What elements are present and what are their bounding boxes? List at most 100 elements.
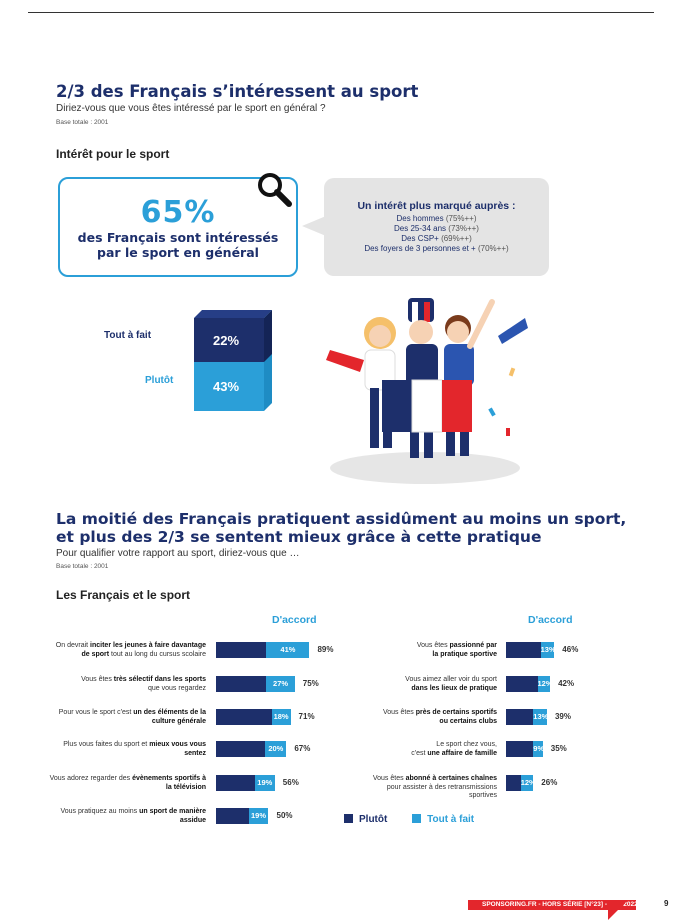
stat-line-2: par le sport en général — [97, 245, 259, 260]
chart-bar: 12% — [506, 775, 536, 791]
chart-bar: 19% — [216, 775, 275, 791]
bar-segment-tout-a-fait: 27% — [266, 676, 295, 692]
bar-segment-tout-a-fait: 19% — [254, 775, 275, 791]
bar-total-value: 75% — [302, 679, 319, 688]
bar-segment-tout-a-fait: 13% — [540, 642, 556, 658]
chart-row: Pour vous le sport c'est un des éléments… — [0, 709, 679, 725]
magnifier-icon — [258, 173, 292, 207]
chart-bar: 41% — [216, 642, 310, 658]
interest-stacked-block: 22% 43% — [194, 310, 272, 411]
chart-bar: 13% — [506, 642, 556, 658]
bar-segment-plutot — [216, 741, 266, 757]
chart-row: On devrait inciter les jeunes à faire da… — [0, 642, 679, 658]
stat-value: 65% — [140, 195, 216, 230]
speech-bubble: Un intérêt plus marqué auprès : Des homm… — [324, 178, 549, 276]
bar-segment-tout-a-fait: 9% — [533, 741, 544, 757]
chart-row-label: Vous pratiquez au moins un sport de mani… — [60, 808, 206, 824]
chart-bar: 19% — [216, 808, 269, 824]
chart-row: Vous aimez aller voir du sport dans les l… — [0, 676, 679, 692]
bubble-line: Des 25-34 ans (73%++) — [394, 224, 479, 233]
section2-title-line1: La moitié des Français pratiquent assidû… — [56, 510, 627, 528]
block-label-tout-a-fait: Tout à fait — [104, 330, 152, 341]
chart-bar: 20% — [216, 741, 287, 757]
section2-subtitle: Les Français et le sport — [56, 588, 191, 602]
bar-total-value: 42% — [558, 679, 575, 688]
chart-row-label: Vous êtes très sélectif dans les sports q… — [81, 676, 206, 692]
bar-total-value: 50% — [276, 811, 293, 820]
bar-segment-plutot — [506, 676, 538, 692]
chart-row-label: Le sport chez vous, c'est une affaire de … — [411, 741, 497, 757]
bar-segment-plutot — [506, 775, 521, 791]
chart-row-label: Pour vous le sport c'est un des éléments… — [58, 709, 206, 725]
bar-segment-plutot — [506, 709, 534, 725]
bar-segment-plutot — [216, 676, 267, 692]
chart-row-label: Vous adorez regarder des évènements spor… — [49, 775, 206, 791]
chart-bar: 18% — [216, 709, 291, 725]
bar-segment-tout-a-fait: 12% — [537, 676, 553, 692]
footer-banner-tail — [608, 900, 628, 920]
footer-banner: SPONSORING.FR - HORS SÉRIE [N°23] - ÉTÉ … — [468, 900, 638, 910]
bar-total-value: 26% — [541, 778, 558, 787]
stat-box: 65% des Français sont intéressés par le … — [58, 177, 298, 277]
bubble-line: Des foyers de 3 personnes et + (70%++) — [364, 244, 509, 253]
section1-question: Diriez-vous que vous êtes intéressé par … — [56, 103, 326, 114]
legend-item-tout-a-fait: Tout à fait — [412, 814, 474, 825]
bar-total-value: 35% — [550, 744, 567, 753]
chart-row-label: Vous êtes près de certains sportifs ou ce… — [382, 709, 497, 725]
chart-row-label: Plus vous faites du sport et mieux vous … — [63, 741, 206, 757]
chart-row-label: Vous êtes abonné à certaines chaînes pour… — [372, 775, 497, 799]
page-number: 9 — [664, 899, 669, 908]
chart-row: Le sport chez vous, c'est une affaire de … — [0, 741, 679, 757]
bar-segment-plutot — [216, 808, 249, 824]
bar-total-value: 56% — [282, 778, 299, 787]
section2-title-line2: et plus des 2/3 se sentent mieux grâce à… — [56, 528, 542, 546]
bar-total-value: 46% — [562, 645, 579, 654]
bar-total-value: 89% — [317, 645, 334, 654]
chart-row: Vous pratiquez au moins un sport de mani… — [0, 808, 679, 824]
bar-segment-tout-a-fait: 20% — [265, 741, 287, 757]
section1-base: Base totale : 2001 — [56, 119, 109, 126]
bar-total-value: 67% — [294, 744, 311, 753]
bubble-line: Des CSP+ (69%++) — [401, 234, 472, 243]
block-value-tout-a-fait: 22% — [213, 333, 239, 348]
bar-segment-tout-a-fait: 12% — [520, 775, 536, 791]
bar-segment-tout-a-fait: 18% — [271, 709, 291, 725]
bubble-tail — [302, 216, 326, 236]
block-value-plutot: 43% — [213, 379, 239, 394]
chart-row: Vous êtes très sélectif dans les sports q… — [0, 676, 679, 692]
bubble-title: Un intérêt plus marqué auprès : — [357, 200, 516, 212]
chart-row-label: Vous aimez aller voir du sport dans les l… — [405, 676, 497, 692]
section2-base: Base totale : 2001 — [56, 563, 109, 570]
chart-row-label: On devrait inciter les jeunes à faire da… — [55, 642, 206, 658]
bar-segment-tout-a-fait: 41% — [266, 642, 310, 658]
sports-fans-illustration — [326, 298, 528, 484]
chart-bar: 12% — [506, 676, 553, 692]
chart-row: Plus vous faites du sport et mieux vous … — [0, 741, 679, 757]
section2-question: Pour qualifier votre rapport au sport, d… — [56, 548, 300, 559]
chart-bar: 27% — [216, 676, 295, 692]
chart-bar: 9% — [506, 741, 544, 757]
chart-legend: Plutôt Tout à fait — [344, 814, 496, 825]
legend-item-plutot: Plutôt — [344, 814, 387, 825]
bar-segment-tout-a-fait: 19% — [248, 808, 269, 824]
chart-row: Vous êtes près de certains sportifs ou ce… — [0, 709, 679, 725]
chart-row: Vous êtes passionné par la pratique sport… — [0, 642, 679, 658]
chart-row: Vous adorez regarder des évènements spor… — [0, 775, 679, 791]
block-label-plutot: Plutôt — [145, 375, 174, 386]
stat-line-1: des Français sont intéressés — [77, 230, 279, 245]
section1-title: 2/3 des Français s’intéressent au sport — [56, 82, 419, 101]
daccord-header-left: D'accord — [272, 614, 317, 626]
chart-bar: 13% — [506, 709, 548, 725]
daccord-header-right: D'accord — [528, 614, 573, 626]
bar-segment-plutot — [216, 709, 272, 725]
bar-segment-plutot — [216, 775, 255, 791]
bubble-line: Des hommes (75%++) — [396, 214, 477, 223]
bar-segment-plutot — [506, 642, 541, 658]
top-rule — [28, 12, 654, 13]
bar-segment-tout-a-fait: 13% — [533, 709, 548, 725]
chart-row: Vous êtes abonné à certaines chaînes pour… — [0, 775, 679, 799]
bar-segment-plutot — [216, 642, 267, 658]
chart-row-label: Vous êtes passionné par la pratique sport… — [416, 642, 497, 658]
bar-total-value: 39% — [554, 712, 571, 721]
bar-segment-plutot — [506, 741, 534, 757]
